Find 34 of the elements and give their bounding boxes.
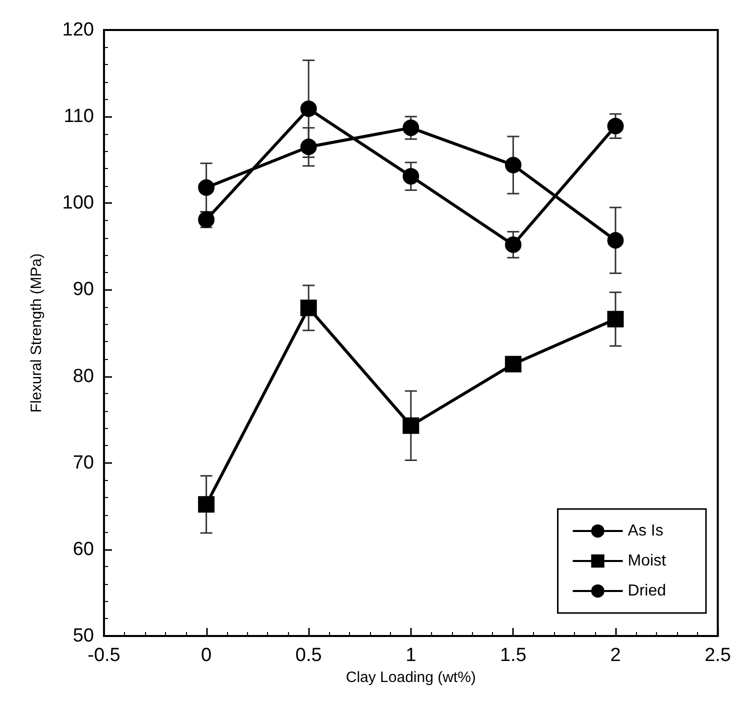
point [607, 232, 624, 249]
point [402, 168, 420, 185]
point [607, 118, 624, 134]
point [198, 496, 215, 513]
y-tick-label: 100 [62, 192, 94, 214]
legend-label: Moist [628, 552, 667, 570]
legend-label: Dried [628, 582, 666, 600]
x-tick-label: -0.5 [88, 645, 120, 666]
y-tick-label: 60 [72, 538, 94, 560]
point [300, 138, 317, 156]
point [402, 120, 420, 136]
y-tick-label: 110 [64, 106, 94, 128]
point [300, 300, 317, 316]
y-tick-label: 90 [72, 279, 94, 300]
x-tick-label: 0.5 [295, 645, 322, 666]
y-tick-label: 80 [72, 366, 94, 387]
x-tick-label: 1 [406, 645, 416, 666]
y-axis-title: Flexural Strength (MPa) [28, 253, 45, 413]
x-tick-label: 1.5 [500, 645, 526, 666]
y-tick-label: 50 [72, 626, 94, 646]
x-axis-title: Clay Loading (wt%) [346, 668, 476, 686]
point [607, 310, 624, 328]
x-tick-label: 2 [610, 645, 621, 666]
x-tick-label: 2.5 [704, 645, 732, 666]
point [300, 100, 317, 118]
x-tick-label: 0 [201, 645, 212, 666]
point [198, 179, 215, 196]
y-tick-label: 120 [62, 20, 94, 40]
point [504, 156, 522, 174]
point [504, 236, 522, 253]
point [504, 356, 522, 372]
point [402, 417, 420, 434]
y-tick-label: 70 [72, 452, 94, 474]
legend-label: As Is [628, 522, 664, 540]
